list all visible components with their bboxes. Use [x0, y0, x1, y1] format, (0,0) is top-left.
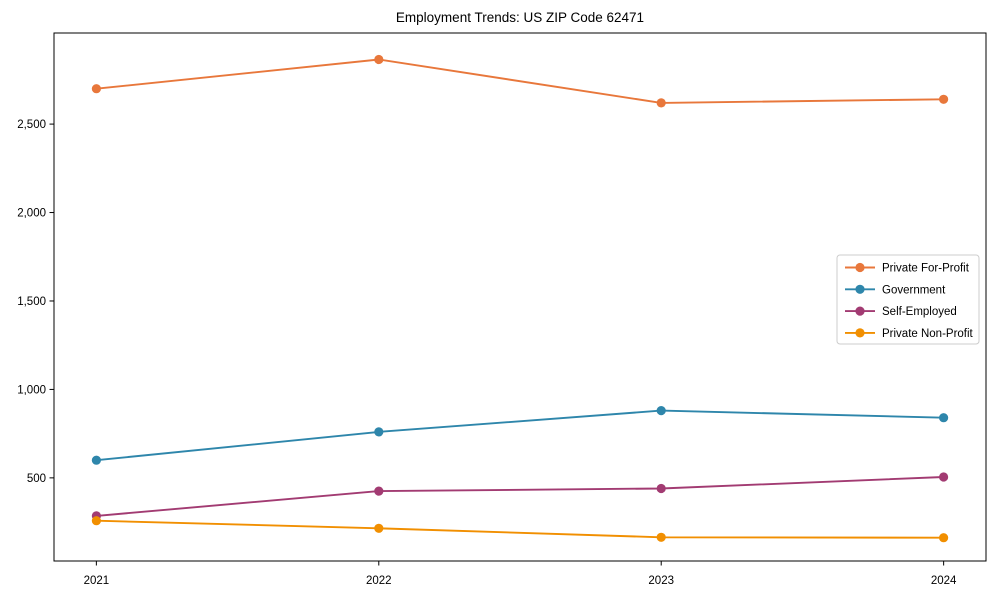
data-point-self-employed	[656, 483, 666, 494]
legend-label-government: Government	[882, 284, 946, 296]
data-point-government	[656, 406, 666, 416]
legend-label-private-for-profit: Private For-Profit	[882, 263, 970, 275]
legend-marker-private-for-profit	[855, 262, 865, 273]
x-axis-tick-label: 2022	[366, 575, 392, 587]
series-line-government	[96, 409, 944, 462]
series-line-private-for-profit	[96, 58, 944, 104]
x-axis-tick-label: 2024	[931, 575, 957, 587]
data-point-private-non-profit	[91, 516, 101, 526]
series-line-self-employed	[96, 476, 944, 517]
data-point-private-for-profit	[374, 54, 384, 65]
data-point-private-for-profit	[939, 94, 949, 104]
x-axis-tick-label: 2021	[84, 575, 110, 587]
y-axis-tick-label: 500	[27, 473, 46, 485]
y-axis-tick-label: 2,000	[17, 208, 46, 220]
legend-marker-self-employed	[855, 306, 865, 316]
legend-box	[836, 254, 980, 345]
legend-marker-private-non-profit	[855, 328, 865, 338]
legend-label-private-non-profit: Private Non-Profit	[882, 328, 974, 340]
data-point-private-non-profit	[939, 533, 949, 543]
data-point-government	[374, 427, 384, 437]
data-point-private-for-profit	[91, 84, 101, 94]
y-axis-tick-label: 1,000	[17, 384, 46, 396]
x-axis-tick-label: 2023	[648, 575, 674, 587]
plot-border	[53, 32, 987, 562]
data-point-self-employed	[374, 486, 384, 496]
data-point-private-non-profit	[656, 532, 666, 542]
data-point-self-employed	[939, 472, 949, 482]
data-point-private-for-profit	[656, 98, 666, 108]
y-axis-tick-label: 2,500	[17, 119, 46, 131]
data-point-government	[91, 455, 101, 465]
legend-label-self-employed: Self-Employed	[882, 306, 957, 318]
legend-marker-government	[855, 284, 865, 294]
y-axis-tick-label: 1,500	[17, 296, 46, 308]
data-point-government	[939, 413, 949, 423]
chart-title: Employment Trends: US ZIP Code 62471	[396, 10, 644, 25]
series-line-private-non-profit	[96, 519, 944, 539]
data-point-private-non-profit	[374, 523, 384, 533]
